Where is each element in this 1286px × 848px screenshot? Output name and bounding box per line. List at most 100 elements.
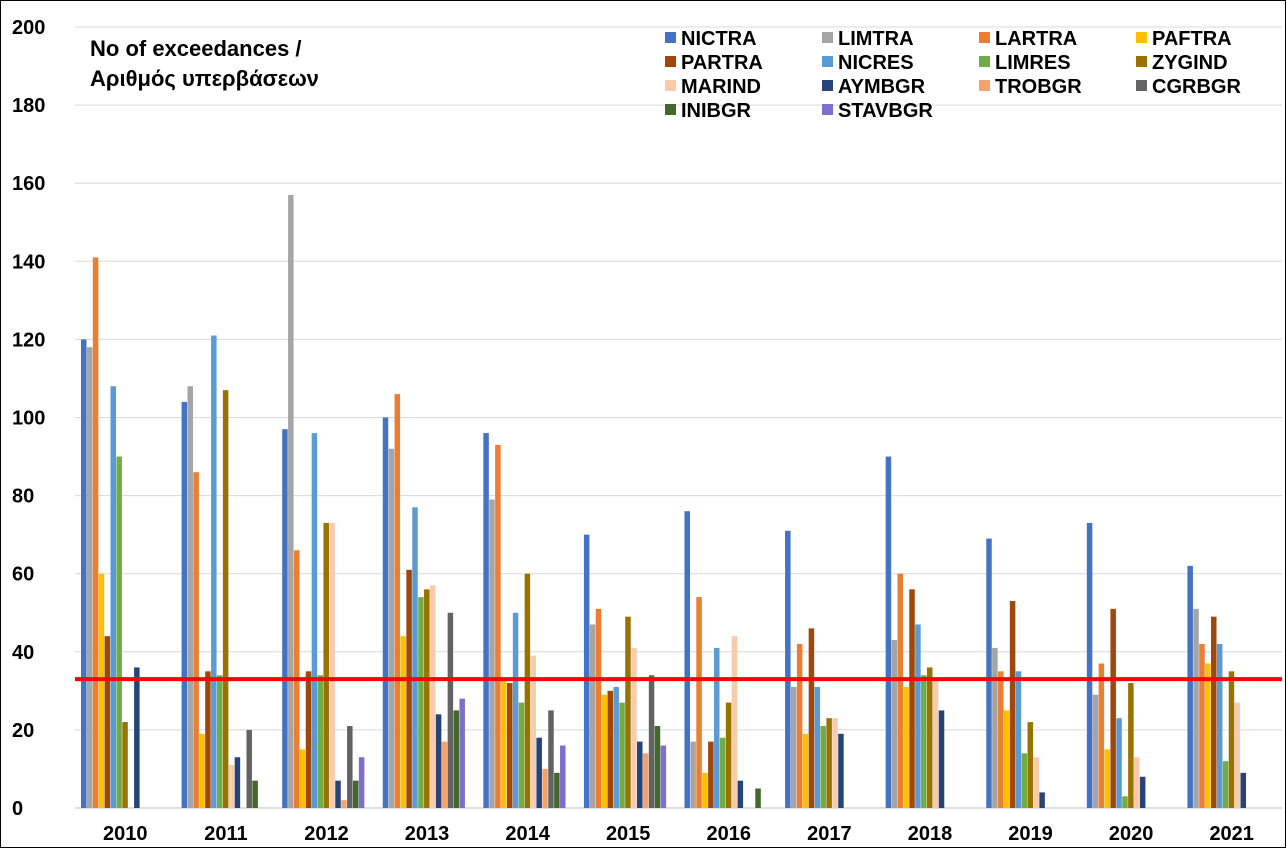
legend-swatch-limtra bbox=[822, 32, 833, 43]
bar-nicres-2015 bbox=[613, 686, 619, 808]
bar-limres-2021 bbox=[1222, 761, 1229, 808]
bar-nicres-2019 bbox=[1015, 671, 1022, 808]
bar-cgrbgr-2014 bbox=[548, 710, 554, 809]
bar-marind-2015 bbox=[631, 647, 637, 808]
y-tick-label: 140 bbox=[12, 251, 45, 273]
bar-trobgr-2012 bbox=[341, 800, 347, 808]
chart-title-line-2: Αριθμός υπερβάσεων bbox=[90, 66, 319, 91]
legend-label-cgrbgr: CGRBGR bbox=[1152, 76, 1241, 98]
legend-swatch-stavbgr bbox=[822, 104, 833, 115]
bar-trobgr-2014 bbox=[542, 768, 548, 808]
bar-paftra-2010 bbox=[98, 573, 105, 808]
bar-paftra-2019 bbox=[1003, 710, 1010, 809]
bar-aymbgr-2020 bbox=[1139, 776, 1146, 808]
bar-nicres-2016 bbox=[714, 647, 720, 808]
bar-paftra-2016 bbox=[702, 772, 708, 808]
y-tick-label: 20 bbox=[12, 720, 34, 742]
legend-swatch-paftra bbox=[1136, 32, 1147, 43]
bar-limres-2015 bbox=[619, 702, 625, 808]
bar-limtra-2018 bbox=[891, 640, 898, 808]
bar-marind-2018 bbox=[932, 679, 939, 808]
bar-partra-2020 bbox=[1110, 608, 1116, 808]
legend-label-lartra: LARTRA bbox=[995, 28, 1077, 50]
bar-nicres-2017 bbox=[814, 686, 821, 808]
legend-label-stavbgr: STAVBGR bbox=[838, 100, 933, 122]
bar-limres-2017 bbox=[820, 726, 826, 808]
bar-paftra-2021 bbox=[1205, 663, 1211, 808]
legend: NICTRA LIMTRA LARTRA PAFTRA PARTRA NICRES LIMR… bbox=[665, 28, 1241, 122]
bar-partra-2019 bbox=[1009, 601, 1016, 808]
bar-partra-2021 bbox=[1211, 616, 1217, 808]
bar-nictra-2015 bbox=[583, 534, 590, 808]
legend-label-limtra: LIMTRA bbox=[838, 28, 914, 50]
bar-paftra-2014 bbox=[501, 679, 507, 808]
bar-marind-2017 bbox=[832, 718, 838, 808]
bar-marind-2014 bbox=[530, 655, 537, 808]
bar-marind-2011 bbox=[228, 765, 235, 808]
legend-label-partra: PARTRA bbox=[681, 52, 763, 74]
bar-nictra-2014 bbox=[483, 433, 489, 808]
x-tick-label-2016: 2016 bbox=[707, 823, 752, 845]
legend-label-trobgr: TROBGR bbox=[995, 76, 1082, 98]
bar-lartra-2021 bbox=[1199, 643, 1205, 808]
bar-paftra-2017 bbox=[802, 733, 809, 808]
bar-inibgr-2015 bbox=[654, 726, 661, 808]
bar-aymbgr-2017 bbox=[838, 733, 844, 808]
bar-partra-2013 bbox=[406, 569, 412, 808]
legend-label-nicres: NICRES bbox=[838, 52, 914, 74]
bar-limtra-2021 bbox=[1193, 608, 1199, 808]
bar-limtra-2012 bbox=[288, 194, 294, 808]
bar-aymbgr-2019 bbox=[1039, 792, 1045, 808]
x-tick-label-2013: 2013 bbox=[405, 823, 450, 845]
y-tick-label: 120 bbox=[12, 329, 45, 351]
bar-lartra-2010 bbox=[92, 257, 99, 808]
bar-partra-2012 bbox=[305, 671, 312, 808]
gridlines bbox=[75, 26, 1282, 809]
bar-limres-2019 bbox=[1021, 753, 1028, 808]
x-tick-label-2015: 2015 bbox=[606, 823, 651, 845]
bar-stavbgr-2014 bbox=[560, 745, 566, 808]
bar-zygind-2017 bbox=[826, 718, 832, 808]
bar-lartra-2011 bbox=[193, 472, 199, 808]
bar-partra-2016 bbox=[708, 741, 714, 808]
bar-aymbgr-2016 bbox=[737, 780, 744, 808]
bar-limtra-2020 bbox=[1092, 694, 1099, 808]
bar-nicres-2011 bbox=[211, 335, 217, 808]
bar-marind-2013 bbox=[429, 585, 436, 808]
bar-limtra-2015 bbox=[589, 624, 596, 808]
legend-swatch-nictra bbox=[665, 32, 676, 43]
bar-aymbgr-2015 bbox=[637, 741, 643, 808]
x-tick-label-2019: 2019 bbox=[1008, 823, 1053, 845]
bar-nicres-2018 bbox=[915, 624, 921, 808]
bar-nictra-2017 bbox=[785, 530, 791, 808]
bar-partra-2010 bbox=[104, 636, 111, 808]
bar-trobgr-2015 bbox=[642, 753, 649, 808]
bar-lartra-2016 bbox=[696, 597, 702, 808]
bar-nicres-2020 bbox=[1116, 718, 1122, 808]
y-tick-label: 60 bbox=[12, 564, 34, 586]
legend-swatch-inibgr bbox=[665, 104, 676, 115]
bar-limtra-2016 bbox=[690, 741, 696, 808]
bar-limres-2013 bbox=[418, 597, 424, 808]
bar-nicres-2014 bbox=[512, 612, 519, 808]
bar-inibgr-2011 bbox=[252, 780, 258, 808]
bar-stavbgr-2015 bbox=[660, 745, 667, 808]
bar-marind-2021 bbox=[1234, 702, 1241, 808]
bar-limres-2011 bbox=[216, 675, 223, 808]
bar-zygind-2010 bbox=[122, 722, 128, 808]
bar-aymbgr-2011 bbox=[234, 757, 241, 808]
legend-label-limres: LIMRES bbox=[995, 52, 1071, 74]
bar-limres-2020 bbox=[1122, 796, 1128, 808]
y-tick-label: 0 bbox=[12, 798, 23, 820]
bar-lartra-2017 bbox=[796, 643, 803, 808]
legend-swatch-lartra bbox=[979, 32, 990, 43]
legend-label-aymbgr: AYMBGR bbox=[838, 76, 926, 98]
bar-limtra-2011 bbox=[187, 386, 193, 808]
bar-paftra-2013 bbox=[400, 636, 406, 808]
bar-paftra-2020 bbox=[1104, 749, 1111, 808]
bar-zygind-2011 bbox=[222, 390, 229, 808]
bar-marind-2016 bbox=[731, 636, 738, 808]
bar-paftra-2012 bbox=[299, 749, 306, 808]
bar-limtra-2010 bbox=[86, 347, 93, 808]
chart-title: No of exceedances / Αριθμός υπερβάσεων bbox=[90, 36, 319, 91]
